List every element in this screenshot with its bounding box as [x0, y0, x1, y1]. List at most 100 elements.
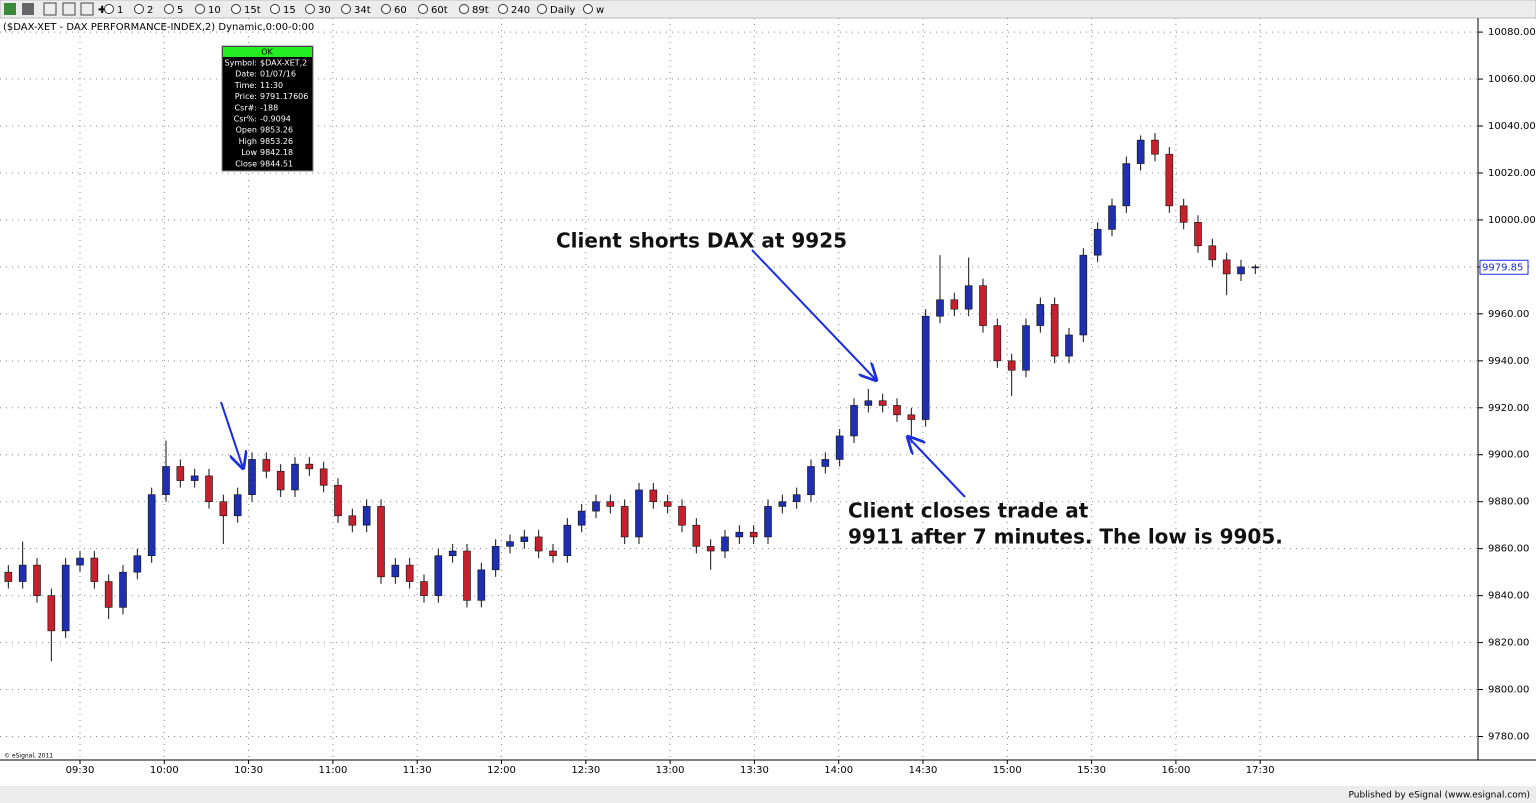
toolbar-button[interactable]: 60 — [394, 5, 407, 16]
candle-body — [921, 315, 930, 420]
candle-body — [592, 501, 600, 512]
candle-body — [706, 546, 715, 552]
candle-body — [119, 571, 127, 608]
toolbar-button[interactable]: 5 — [177, 5, 183, 16]
x-tick-label: 15:00 — [993, 765, 1022, 776]
toolbar-button[interactable]: 34t — [354, 5, 371, 16]
candle-body — [162, 466, 170, 495]
toolbar-button[interactable]: 1 — [117, 5, 123, 16]
y-tick-label: 9860.00 — [1488, 544, 1529, 555]
candle-body — [334, 484, 342, 517]
y-tick-label: 9920.00 — [1488, 403, 1529, 414]
candle-body — [1251, 266, 1260, 269]
toolbar-icon[interactable] — [43, 2, 57, 16]
annotation: 9911 after 7 minutes. The low is 9905. — [848, 525, 1283, 549]
toolbar-icon — [341, 4, 351, 14]
candle-body — [563, 524, 572, 557]
candle-body — [348, 515, 357, 526]
info-label: High — [239, 137, 257, 146]
x-tick-label: 10:30 — [234, 765, 263, 776]
y-tick-label: 9940.00 — [1488, 356, 1529, 367]
candle-body — [76, 557, 84, 566]
toolbar-button[interactable]: 30 — [318, 5, 331, 16]
info-label: Close — [235, 159, 257, 168]
x-tick-label: 15:30 — [1077, 765, 1106, 776]
annotation: Client shorts DAX at 9925 — [556, 229, 847, 253]
candle-body — [276, 470, 285, 491]
candle-body — [1222, 259, 1231, 275]
info-value: 11:30 — [260, 81, 283, 90]
info-box-header[interactable] — [223, 47, 312, 57]
toolbar-button[interactable]: w — [596, 5, 604, 16]
x-tick-label: 12:00 — [487, 765, 516, 776]
candle-body — [1108, 205, 1116, 230]
info-label: Price: — [235, 92, 257, 101]
candle-body — [233, 494, 242, 517]
toolbar-button[interactable]: 89t — [472, 5, 489, 16]
candle-body — [692, 524, 701, 547]
info-value: $DAX-XET,2 — [260, 59, 307, 68]
info-value: -0.9094 — [260, 115, 291, 124]
x-tick-label: 14:00 — [824, 765, 853, 776]
toolbar-button[interactable]: 240 — [511, 5, 530, 16]
candle-body — [1007, 360, 1016, 371]
candle-body — [850, 405, 858, 437]
candle-body — [1079, 254, 1088, 336]
candle-body — [620, 506, 629, 538]
candle-body — [721, 536, 729, 552]
candle-body — [1065, 334, 1073, 357]
candle-body — [764, 506, 772, 538]
candle-body — [964, 285, 973, 310]
y-tick-label: 10020.00 — [1488, 168, 1536, 179]
toolbar-icon — [305, 4, 315, 14]
toolbar-icon — [134, 4, 144, 14]
info-value: 9842.18 — [260, 148, 293, 157]
candle-body — [477, 569, 486, 601]
toolbar-button[interactable]: 15 — [283, 5, 296, 16]
chart-title: ($DAX-XET - DAX PERFORMANCE-INDEX,2) Dyn… — [3, 22, 314, 33]
toolbar-icon — [270, 4, 280, 14]
candle-body — [1237, 266, 1245, 275]
toolbar-icon[interactable]: ✚ — [98, 5, 106, 16]
candle-body — [190, 475, 199, 481]
footer-bar — [0, 786, 1536, 803]
candle-body — [1050, 304, 1059, 357]
toolbar-icon[interactable] — [22, 3, 34, 15]
x-tick-label: 13:30 — [740, 765, 769, 776]
toolbar-button[interactable]: 60t — [431, 5, 448, 16]
toolbar-icon[interactable] — [62, 2, 76, 16]
info-value: 9853.26 — [260, 126, 293, 135]
candle-body — [47, 595, 56, 632]
x-tick-label: 16:00 — [1161, 765, 1190, 776]
candle-body — [993, 325, 1002, 362]
toolbar-icon — [418, 4, 428, 14]
info-label: Csr%: — [234, 115, 257, 124]
toolbar-button[interactable]: 15t — [244, 5, 261, 16]
toolbar-button[interactable]: 10 — [208, 5, 221, 16]
candle-body — [491, 546, 500, 571]
candle-body — [90, 557, 99, 582]
toolbar-button[interactable]: 2 — [147, 5, 153, 16]
candle-body — [506, 541, 514, 547]
toolbar-icon[interactable] — [80, 2, 94, 16]
last-price-tag — [1479, 259, 1529, 275]
candle-body — [262, 459, 271, 472]
candle-body — [291, 463, 299, 491]
candle-body — [33, 564, 41, 596]
x-tick-label: 11:00 — [318, 765, 347, 776]
toolbar-icon — [231, 4, 241, 14]
candle-body — [678, 506, 686, 526]
info-label: Date: — [235, 70, 257, 79]
info-label: Csr#: — [235, 103, 257, 112]
candle-body — [577, 510, 586, 526]
footer-text: Published by eSignal (www.esignal.com) — [1348, 791, 1530, 801]
info-label: Low — [241, 148, 257, 157]
info-label: Time: — [234, 81, 257, 90]
toolbar-icon — [537, 4, 547, 14]
y-tick-label: 9800.00 — [1488, 685, 1529, 696]
toolbar-button[interactable]: Daily — [550, 5, 575, 16]
y-tick-label: 10040.00 — [1488, 121, 1536, 132]
candle-body — [735, 531, 744, 538]
toolbar-icon[interactable] — [4, 3, 16, 15]
